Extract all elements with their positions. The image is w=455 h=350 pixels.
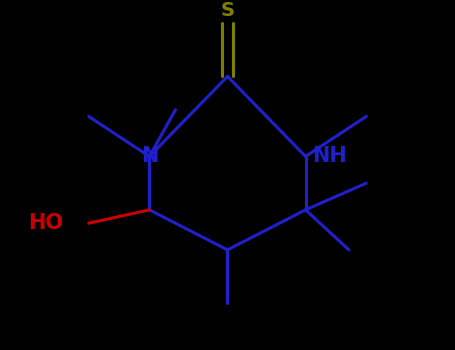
Text: HO: HO: [28, 213, 63, 233]
Text: NH: NH: [312, 146, 347, 167]
Text: S: S: [221, 1, 234, 20]
Text: N: N: [141, 146, 158, 167]
